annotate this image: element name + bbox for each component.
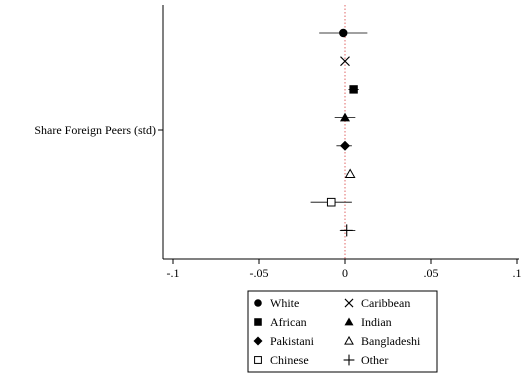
x-tick-label: .1	[513, 266, 522, 280]
y-category-label: Share Foreign Peers (std)	[34, 123, 156, 137]
point-pakistani	[340, 140, 350, 151]
x-tick-label: -.05	[250, 266, 269, 280]
point-caribbean	[340, 56, 350, 67]
point-indian	[340, 112, 350, 122]
legend-label-chinese: Chinese	[270, 353, 309, 367]
point-other	[340, 224, 353, 237]
legend: White Caribbean African Indian Pakistani Bang…	[247, 290, 438, 373]
legend-label-indian: Indian	[361, 315, 392, 329]
legend-marker-other	[343, 354, 355, 366]
legend-label-pakistani: Pakistani	[270, 334, 315, 348]
legend-label-african: African	[270, 315, 307, 329]
legend-marker-pakistani	[253, 336, 263, 346]
plot-area: -.1 -.05 0 .05 .1	[158, 5, 522, 280]
legend-marker-white	[254, 299, 262, 307]
legend-label-caribbean: Caribbean	[361, 296, 410, 310]
x-tick-label: -.1	[167, 266, 180, 280]
x-tick-label: 0	[342, 266, 348, 280]
legend-marker-bangladeshi	[344, 335, 354, 345]
legend-box	[247, 290, 438, 373]
legend-marker-indian	[344, 317, 354, 326]
point-african	[349, 85, 358, 94]
x-tick-label: .05	[424, 266, 439, 280]
legend-label-bangladeshi: Bangladeshi	[361, 334, 421, 348]
legend-label-other: Other	[361, 353, 388, 367]
legend-marker-african	[254, 318, 262, 326]
point-chinese	[326, 197, 336, 207]
legend-marker-caribbean	[344, 298, 354, 308]
legend-marker-chinese	[254, 356, 262, 364]
point-bangladeshi	[344, 168, 356, 178]
point-white	[339, 28, 348, 38]
legend-label-white: White	[270, 296, 299, 310]
